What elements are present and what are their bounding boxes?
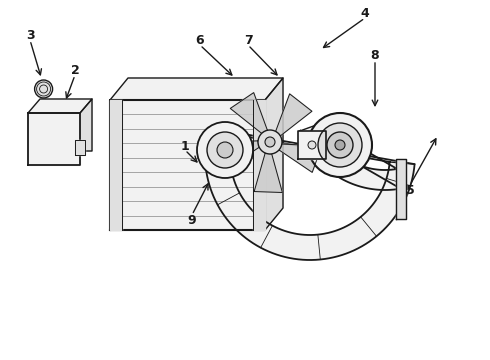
Polygon shape xyxy=(110,78,283,100)
Circle shape xyxy=(35,80,52,98)
Polygon shape xyxy=(110,100,265,230)
Text: 7: 7 xyxy=(244,33,252,46)
Circle shape xyxy=(327,132,353,158)
Circle shape xyxy=(217,142,233,158)
Circle shape xyxy=(308,113,372,177)
Polygon shape xyxy=(300,124,401,190)
Polygon shape xyxy=(265,78,283,230)
Text: 4: 4 xyxy=(361,6,369,19)
Polygon shape xyxy=(110,100,122,230)
Polygon shape xyxy=(395,159,406,219)
Text: 5: 5 xyxy=(406,184,415,197)
Text: 8: 8 xyxy=(371,49,379,62)
Text: 2: 2 xyxy=(71,63,79,77)
Circle shape xyxy=(335,140,345,150)
Text: 1: 1 xyxy=(181,140,189,153)
Polygon shape xyxy=(230,93,268,133)
Polygon shape xyxy=(218,141,259,170)
Text: 6: 6 xyxy=(196,33,204,46)
Polygon shape xyxy=(75,140,85,155)
Circle shape xyxy=(318,123,362,167)
Polygon shape xyxy=(205,128,415,260)
Circle shape xyxy=(258,130,282,154)
Text: 3: 3 xyxy=(25,28,34,41)
Text: 9: 9 xyxy=(188,213,196,226)
Polygon shape xyxy=(28,113,80,165)
Polygon shape xyxy=(275,94,312,136)
Polygon shape xyxy=(253,100,265,230)
Circle shape xyxy=(207,132,243,168)
Polygon shape xyxy=(254,153,282,193)
Circle shape xyxy=(308,141,316,149)
Circle shape xyxy=(197,122,253,178)
Circle shape xyxy=(265,137,275,147)
Polygon shape xyxy=(28,99,92,113)
Polygon shape xyxy=(298,131,326,159)
Polygon shape xyxy=(279,144,322,172)
Polygon shape xyxy=(80,99,92,151)
